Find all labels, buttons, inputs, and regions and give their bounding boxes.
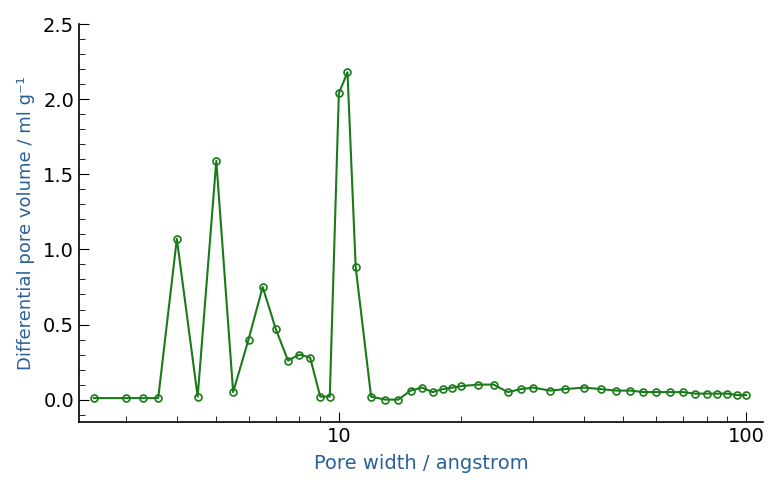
Y-axis label: Differential pore volume / ml g⁻¹: Differential pore volume / ml g⁻¹: [16, 76, 34, 370]
X-axis label: Pore width / angstrom: Pore width / angstrom: [314, 454, 529, 473]
